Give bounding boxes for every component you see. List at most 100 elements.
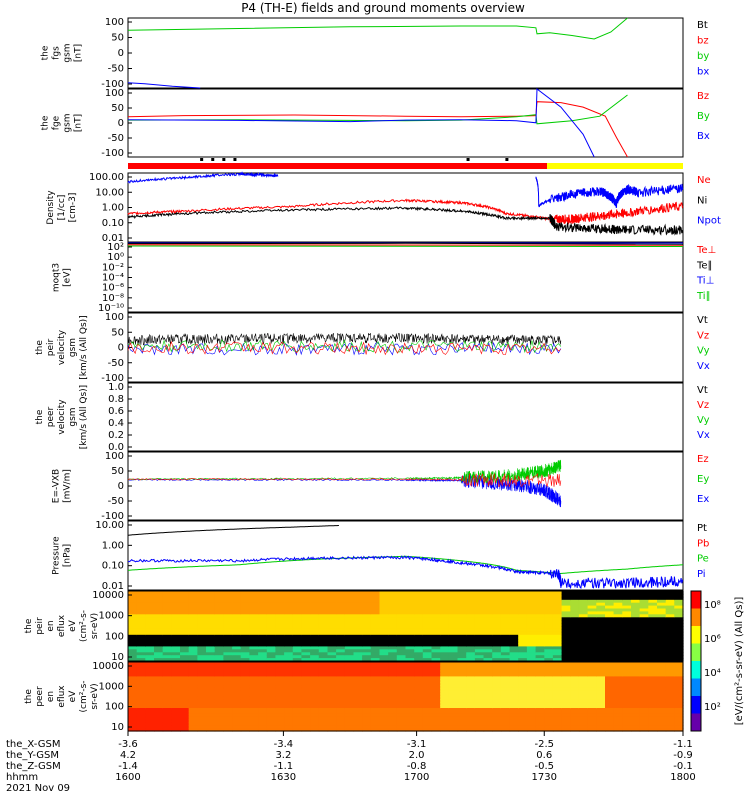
heatmap-cell [370, 682, 381, 686]
heatmap-cell [327, 676, 337, 680]
heatmap-cell [396, 626, 407, 630]
heatmap-cell [240, 649, 250, 653]
heatmap-cell [544, 626, 554, 630]
heatmap-cell [509, 690, 519, 695]
heatmap-cell [128, 631, 138, 636]
heatmap-cell [240, 640, 250, 645]
heatmap-cell [526, 608, 537, 612]
heatmap-cell [188, 676, 198, 680]
heatmap-cell [162, 673, 172, 677]
heatmap-cell [370, 710, 381, 715]
heatmap-cell [596, 702, 606, 706]
heatmap-cell [587, 655, 597, 659]
heatmap-cell [422, 631, 433, 636]
heatmap-cell [266, 699, 277, 703]
heatmap-cell [466, 623, 476, 627]
heatmap-cell [500, 679, 511, 683]
heatmap-cell [214, 664, 224, 669]
heatmap-cell [136, 710, 146, 715]
heatmap-cell [206, 673, 216, 677]
heatmap-cell [197, 716, 207, 721]
heatmap-cell [535, 658, 545, 662]
heatmap-cell [613, 626, 623, 630]
heatmap-cell [336, 690, 346, 695]
heatmap-cell [535, 605, 545, 610]
heatmap-cell [318, 722, 329, 726]
y-tick-label: -100 [101, 373, 124, 384]
heatmap-cell [318, 605, 329, 610]
heatmap-cell [605, 614, 615, 618]
mode-bar [128, 158, 683, 169]
heatmap-cell [310, 631, 320, 636]
y-tick-label: 0 [118, 48, 124, 59]
heatmap-cell [301, 649, 311, 653]
heatmap-cell [240, 699, 250, 703]
heatmap-cell [639, 719, 649, 723]
heatmap-cell [128, 608, 138, 612]
heatmap-cell [457, 623, 467, 627]
heatmap-cell [605, 652, 615, 656]
heatmap-cell [344, 599, 355, 604]
heatmap-cell [162, 599, 172, 604]
heatmap-cell [275, 679, 285, 683]
heatmap-cell [275, 670, 285, 675]
heatmap-cell [440, 682, 450, 686]
heatmap-cell [154, 699, 164, 703]
heatmap-cell [657, 670, 667, 675]
heatmap-cell [570, 699, 580, 703]
heatmap-cell [318, 676, 329, 680]
heatmap-cell [561, 655, 571, 659]
heatmap-cell [240, 617, 250, 621]
heatmap-cell [561, 599, 571, 604]
heatmap-cell [561, 623, 571, 627]
heatmap-cell [570, 693, 580, 698]
heatmap-cell [578, 702, 589, 706]
heatmap-cell [648, 722, 658, 726]
heatmap-cell [605, 605, 615, 610]
heatmap-cell [396, 649, 407, 653]
series-Pe [127, 555, 683, 574]
heatmap-cell [561, 687, 571, 692]
heatmap-cell [657, 693, 667, 698]
heatmap-cell [665, 679, 675, 683]
heatmap-cell [206, 664, 216, 669]
heatmap-cell [128, 596, 138, 601]
heatmap-cell [587, 693, 597, 698]
heatmap-cell [145, 634, 155, 639]
heatmap-cell [631, 676, 641, 680]
heatmap-cell [605, 602, 615, 607]
heatmap-cell [162, 662, 172, 666]
heatmap-cell [605, 708, 615, 712]
heatmap-cell [405, 605, 415, 610]
heatmap-cell [422, 682, 433, 686]
heatmap-cell [500, 608, 511, 612]
heatmap-cell [500, 728, 511, 732]
heatmap-cell [526, 716, 537, 721]
heatmap-cell [362, 719, 372, 723]
heatmap-cell [180, 670, 190, 675]
heatmap-cell [631, 716, 641, 721]
heatmap-cell [154, 662, 164, 666]
heatmap-cell [596, 593, 606, 598]
heatmap-cell [310, 628, 320, 633]
heatmap-cell [223, 670, 233, 675]
heatmap-cell [362, 710, 372, 715]
heatmap-cell [214, 682, 224, 686]
heatmap-cell [561, 593, 571, 598]
heatmap-cell [379, 725, 389, 729]
heatmap-cell [223, 591, 233, 595]
heatmap-cell [388, 614, 398, 618]
heatmap-cell [613, 599, 623, 604]
heatmap-cell [639, 690, 649, 695]
heatmap-cell [631, 643, 641, 647]
heatmap-cell [370, 617, 381, 621]
heatmap-cell [457, 637, 467, 642]
heatmap-cell [327, 658, 337, 662]
heatmap-cell [639, 696, 649, 700]
heatmap-cell [275, 623, 285, 627]
heatmap-cell [292, 593, 303, 598]
heatmap-cell [232, 679, 242, 683]
heatmap-cell [648, 623, 658, 627]
legend-Ni: Ni [697, 195, 707, 206]
